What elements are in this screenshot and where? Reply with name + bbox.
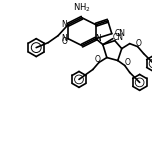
Text: O: O (136, 39, 142, 48)
Text: CN: CN (114, 29, 125, 38)
Text: CN: CN (112, 33, 123, 42)
Text: NH$_2$: NH$_2$ (73, 2, 91, 14)
Text: O: O (95, 55, 101, 64)
Text: N: N (61, 20, 67, 29)
Text: O: O (61, 37, 67, 46)
Text: O: O (125, 58, 131, 67)
Text: N: N (95, 34, 101, 43)
Text: N: N (61, 34, 67, 43)
